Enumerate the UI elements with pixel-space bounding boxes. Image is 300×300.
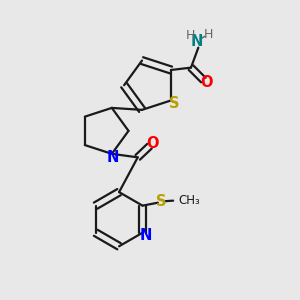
Text: S: S xyxy=(169,97,179,112)
Text: CH₃: CH₃ xyxy=(178,194,200,207)
Text: S: S xyxy=(155,194,166,209)
Text: N: N xyxy=(190,34,203,49)
Text: O: O xyxy=(200,75,212,90)
Text: N: N xyxy=(107,150,119,165)
Text: H: H xyxy=(186,29,195,42)
Text: N: N xyxy=(139,228,152,243)
Text: H: H xyxy=(204,28,213,41)
Text: O: O xyxy=(146,136,159,151)
